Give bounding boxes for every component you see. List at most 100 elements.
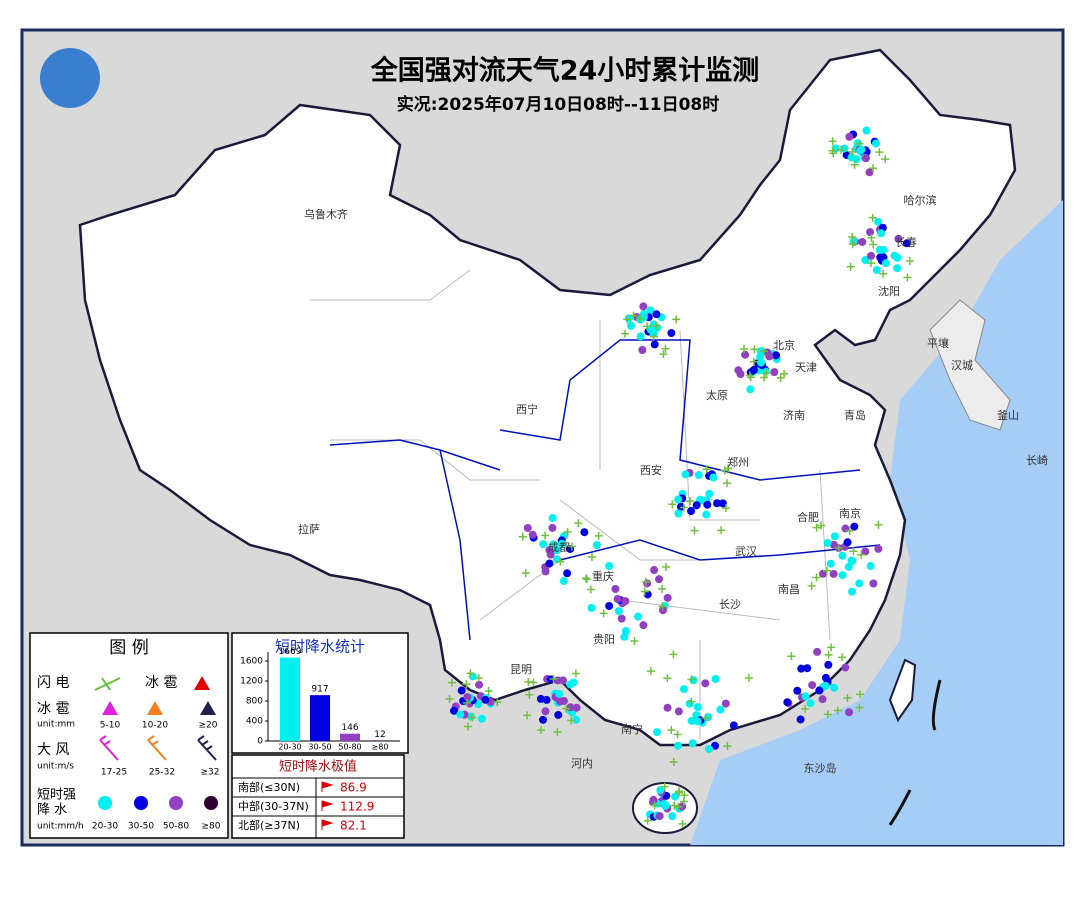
rain-dot (580, 528, 589, 537)
rain-dot (548, 514, 557, 523)
wind-symbol (99, 735, 119, 761)
rain-dot (545, 546, 554, 555)
city: 西宁 (516, 402, 538, 416)
x-tick-label: 20-30 (278, 743, 301, 752)
lightning-mark (679, 797, 688, 806)
rain-dot (650, 340, 659, 349)
legend-level: ≥80 (202, 822, 221, 832)
rain-dot (838, 571, 847, 580)
x-tick-label: ≥80 (372, 743, 389, 752)
lightning-mark (739, 345, 748, 354)
rain-dot (841, 663, 850, 672)
lightning-mark (869, 240, 878, 249)
lightning-mark (828, 146, 837, 155)
city: 济南 (783, 408, 805, 422)
lightning-mark (574, 519, 583, 528)
lightning-mark (586, 585, 595, 594)
lightning-mark (850, 160, 859, 169)
rain-dot (865, 168, 874, 177)
lightning-mark (518, 532, 527, 541)
rain-dot (481, 695, 490, 704)
lightning-mark (447, 678, 456, 687)
lightning-mark (462, 680, 471, 689)
lightning-mark (662, 562, 671, 571)
y-tick-label: 400 (246, 717, 263, 727)
rain-dot (861, 547, 870, 556)
rain-dot (702, 510, 711, 519)
lightning-mark (845, 526, 854, 535)
rain-dot (617, 614, 626, 623)
rain-dot (655, 575, 664, 584)
lightning-mark (717, 526, 726, 535)
lightning-mark (661, 344, 670, 353)
x-tick-label: 50-80 (338, 743, 361, 752)
rain-dot (850, 522, 859, 531)
lightning-mark (905, 257, 914, 266)
lightning-mark (678, 819, 687, 828)
rain-dot (693, 703, 702, 712)
city: 天津 (795, 361, 817, 374)
rain-dot (716, 705, 725, 714)
lightning-mark (646, 667, 655, 676)
city: 长崎 (1026, 453, 1048, 467)
lightning-mark (493, 698, 502, 707)
y-tick-label: 1200 (240, 677, 263, 687)
bar (340, 733, 360, 741)
rain-dot (536, 694, 545, 703)
dash-line (888, 679, 942, 826)
lightning-mark (474, 674, 483, 683)
lightning-mark (650, 801, 659, 810)
flag (321, 819, 334, 830)
lightning-mark (687, 697, 696, 706)
legend-level: 25-32 (149, 768, 175, 778)
rain-dot (815, 686, 824, 695)
city: 乌鲁木齐 (304, 207, 348, 221)
rain-dot (845, 708, 854, 717)
city: 汉城 (951, 359, 973, 372)
lightning-mark (828, 137, 837, 146)
rain-dot (830, 532, 839, 541)
china-outline (78, 48, 1017, 747)
lightning-mark (643, 322, 652, 331)
city: 东沙岛 (804, 761, 837, 775)
extreme-value: 112.9 (340, 800, 374, 814)
rain-symbol (134, 796, 148, 810)
city: 西安 (640, 463, 662, 477)
rain-dot (613, 594, 622, 603)
rain-dot (823, 539, 832, 548)
legend-label: 短时强 (37, 788, 76, 803)
lightning-mark (837, 145, 846, 154)
wind-symbol (147, 735, 167, 761)
rain-dot (801, 692, 810, 701)
bar-label: 1669 (279, 647, 302, 657)
legend-label: 大 风 (37, 742, 69, 758)
lightning-mark (868, 213, 877, 222)
rain-dot (894, 234, 903, 243)
lightning-mark (846, 262, 855, 271)
city: 拉萨 (298, 522, 320, 536)
bar (280, 657, 300, 741)
lightning-mark (848, 148, 857, 157)
rain-dot (523, 523, 532, 532)
rain-dot (741, 350, 750, 359)
rain-dot (548, 523, 557, 532)
rain-symbol (204, 796, 218, 810)
lightning-mark (445, 694, 454, 703)
x-tick-label: 30-50 (308, 743, 331, 752)
rain-dot (655, 812, 664, 821)
lightning-mark (525, 690, 534, 699)
lightning-mark (823, 710, 832, 719)
rain-dot (893, 264, 902, 273)
rain-dot (736, 370, 745, 379)
lightning-mark (807, 581, 816, 590)
hail-symbol (194, 676, 210, 690)
lightning-mark (855, 139, 864, 148)
rain-dot (539, 540, 548, 549)
rain-dot (652, 310, 661, 319)
rain-dot (572, 703, 581, 712)
rain-dot (705, 489, 714, 498)
rain-dot (646, 306, 655, 315)
rain-dot (813, 647, 822, 656)
extremes: 短时降水极值 南部(≤30N) 中部(30-37N) 北部(≥37N) 86.9… (231, 754, 405, 839)
lightning-mark (581, 574, 590, 583)
